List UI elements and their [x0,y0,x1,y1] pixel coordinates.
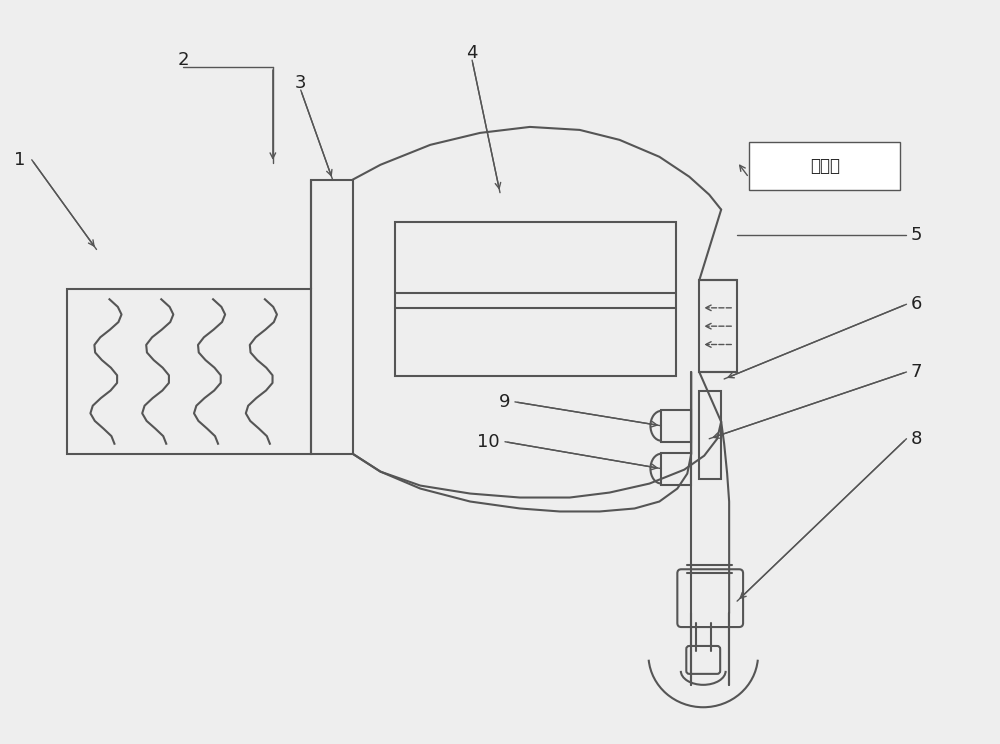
Bar [661,452,691,484]
Text: 3: 3 [295,74,306,92]
Text: 2: 2 [177,51,189,69]
Bar [699,280,737,372]
Bar [311,180,353,454]
Text: 9: 9 [499,393,511,411]
Text: 6: 6 [910,295,922,313]
Bar [699,391,721,478]
Text: 4: 4 [466,44,478,62]
Bar [749,142,900,190]
Text: 5: 5 [910,225,922,243]
Text: 1: 1 [14,151,25,169]
Text: 10: 10 [477,433,499,451]
Bar [67,289,311,454]
Text: 8: 8 [910,430,922,448]
Bar [661,410,691,442]
Text: 进风口: 进风口 [810,157,840,175]
Text: 7: 7 [910,363,922,381]
Bar [395,222,676,376]
